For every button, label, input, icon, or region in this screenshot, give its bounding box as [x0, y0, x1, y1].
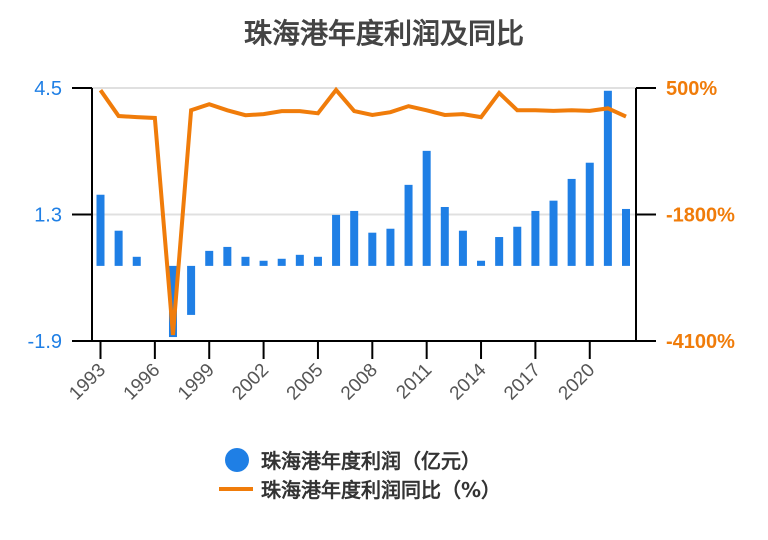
- legend-dot-icon: [225, 447, 249, 472]
- bar: [386, 228, 395, 266]
- bar: [567, 178, 576, 266]
- left-tick-label: 4.5: [34, 78, 62, 100]
- bar: [350, 210, 359, 266]
- legend: 珠海港年度利润（亿元） 珠海港年度利润同比（%）: [219, 445, 502, 503]
- bar: [332, 214, 341, 266]
- bar: [96, 194, 105, 266]
- bar: [114, 230, 123, 266]
- bar: [531, 210, 540, 266]
- bar: [422, 150, 431, 266]
- legend-label-profit: 珠海港年度利润（亿元）: [261, 449, 481, 473]
- legend-label-yoy: 珠海港年度利润同比（%）: [261, 478, 502, 502]
- yoy-line: [98, 86, 627, 336]
- bar: [368, 232, 377, 266]
- bar: [241, 256, 250, 266]
- left-tick-label: 1.3: [34, 205, 62, 227]
- bar: [622, 208, 630, 266]
- x-tick-label: 1993: [65, 360, 110, 405]
- bar: [549, 200, 558, 266]
- x-tick-label: 1996: [120, 360, 165, 405]
- legend-item-yoy[interactable]: 珠海港年度利润同比（%）: [219, 474, 502, 503]
- bar: [223, 246, 232, 266]
- bar: [168, 265, 177, 338]
- x-tick-label: 2017: [500, 360, 545, 405]
- bar: [259, 260, 268, 266]
- bar: [477, 260, 486, 266]
- x-tick-label: 2008: [337, 360, 382, 405]
- right-tick-label: -1800%: [666, 205, 735, 227]
- left-tick-label: -1.9: [28, 331, 62, 353]
- x-tick-label: 2002: [228, 360, 273, 405]
- bar: [513, 226, 522, 266]
- bar: [458, 230, 467, 266]
- bar: [440, 206, 449, 266]
- bar: [132, 256, 141, 266]
- legend-line-icon: [219, 486, 253, 491]
- x-tick-label: 2005: [283, 360, 328, 405]
- bar: [404, 184, 413, 266]
- bar: [585, 162, 594, 266]
- legend-item-profit[interactable]: 珠海港年度利润（亿元）: [222, 445, 501, 474]
- bar: [603, 90, 612, 266]
- bar: [495, 237, 504, 266]
- bar: [277, 258, 286, 266]
- right-tick-label: -4100%: [666, 331, 735, 353]
- bar: [187, 265, 196, 315]
- x-tick-label: 2014: [446, 359, 491, 404]
- x-tick-label: 2011: [392, 360, 436, 404]
- x-tick-label: 1999: [174, 360, 219, 405]
- x-tick-label: 2020: [555, 360, 600, 405]
- right-tick-label: 500%: [666, 78, 717, 100]
- bar: [205, 250, 214, 266]
- bar: [295, 254, 304, 266]
- bar: [313, 256, 322, 266]
- chart-title: 珠海港年度利润及同比: [243, 17, 524, 50]
